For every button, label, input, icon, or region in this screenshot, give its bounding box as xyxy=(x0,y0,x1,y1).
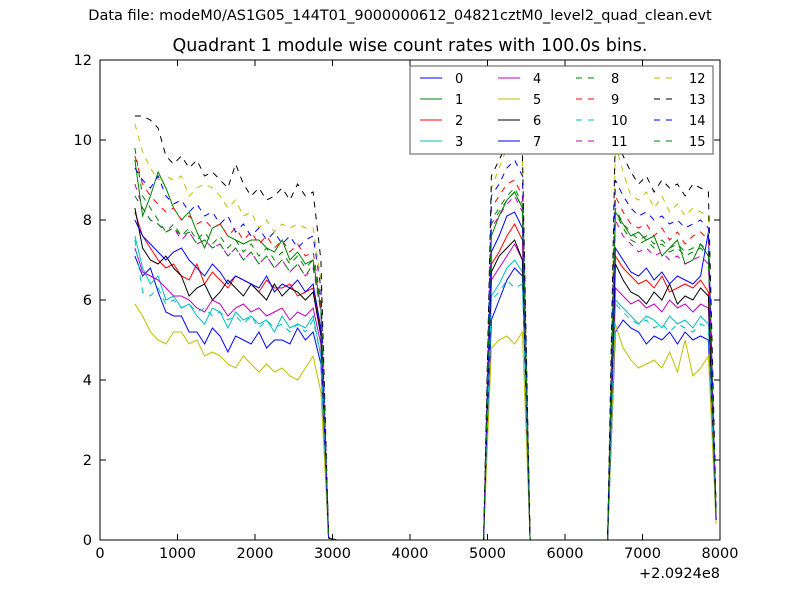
chart-title: Quadrant 1 module wise count rates with … xyxy=(172,36,648,56)
y-tick-label: 10 xyxy=(74,133,92,149)
y-tick-label: 6 xyxy=(83,293,92,309)
legend-label-13: 13 xyxy=(689,93,706,108)
legend-label-9: 9 xyxy=(611,93,619,108)
series-line-7 xyxy=(134,211,717,541)
x-tick-label: 3000 xyxy=(314,546,351,562)
series-line-0 xyxy=(134,255,717,541)
legend-label-6: 6 xyxy=(533,114,541,129)
series-line-1 xyxy=(134,159,717,541)
legend-label-5: 5 xyxy=(533,93,541,108)
series-layer xyxy=(134,115,717,541)
legend-label-1: 1 xyxy=(455,93,463,108)
figure-suptitle: Data file: modeM0/AS1G05_144T01_90000006… xyxy=(88,8,712,24)
legend-label-12: 12 xyxy=(689,72,706,87)
series-line-11 xyxy=(134,183,717,541)
x-tick-label: 5000 xyxy=(469,546,506,562)
legend-label-2: 2 xyxy=(455,114,463,129)
series-line-13 xyxy=(134,115,717,541)
x-tick-label: 0 xyxy=(95,546,104,562)
series-line-6 xyxy=(134,207,717,541)
y-tick-label: 2 xyxy=(83,453,92,469)
series-line-5 xyxy=(134,303,717,541)
series-line-8 xyxy=(134,147,717,541)
legend-label-15: 15 xyxy=(689,135,706,150)
legend-label-14: 14 xyxy=(689,114,706,129)
y-tick-label: 4 xyxy=(83,373,92,389)
series-line-10 xyxy=(134,239,717,541)
y-tick-label: 12 xyxy=(74,53,92,69)
legend-box xyxy=(409,65,714,155)
x-tick-label: 1000 xyxy=(159,546,196,562)
series-line-9 xyxy=(134,155,717,541)
series-line-12 xyxy=(134,123,717,541)
legend-label-7: 7 xyxy=(533,135,541,150)
legend-label-3: 3 xyxy=(455,135,463,150)
x-tick-label: 7000 xyxy=(624,546,661,562)
series-line-15 xyxy=(134,191,717,541)
x-tick-label: 6000 xyxy=(547,546,584,562)
x-axis-offset-label: +2.0924e8 xyxy=(639,566,720,582)
legend-label-4: 4 xyxy=(533,72,541,87)
legend-label-8: 8 xyxy=(611,72,619,87)
legend-label-0: 0 xyxy=(455,72,463,87)
y-tick-label: 8 xyxy=(83,213,92,229)
x-tick-label: 4000 xyxy=(392,546,429,562)
tick-layer: 0 1000 2000 3000 4000 5000 6000 7000 80000246810… xyxy=(74,53,739,562)
legend-label-11: 11 xyxy=(611,135,628,150)
series-line-2 xyxy=(134,211,717,541)
y-tick-label: 0 xyxy=(83,533,92,549)
legend-label-10: 10 xyxy=(611,114,628,129)
series-line-14 xyxy=(134,159,717,541)
x-tick-label: 2000 xyxy=(237,546,274,562)
x-tick-label: 8000 xyxy=(702,546,739,562)
